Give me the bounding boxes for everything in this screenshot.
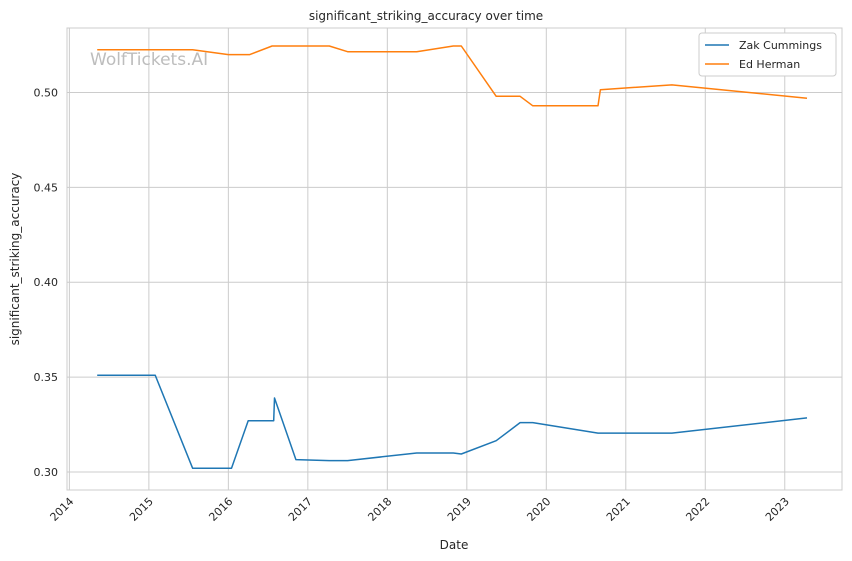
legend-box	[698, 32, 837, 77]
y-tick-label: 0.50	[34, 87, 59, 100]
y-tick-label: 0.35	[34, 371, 59, 384]
y-tick-label: 0.40	[34, 276, 59, 289]
y-tick-label: 0.30	[34, 466, 59, 479]
series	[97, 45, 808, 469]
y-axis-label: significant_striking_accuracy	[8, 173, 22, 346]
watermark-text: WolfTickets.AI	[90, 50, 208, 70]
y-tick-label: 0.45	[34, 181, 59, 194]
y-tick-labels: 0.30 0.35 0.40 0.45 0.50	[34, 87, 59, 479]
x-axis-label: Date	[440, 538, 469, 552]
plot-frame	[66, 27, 843, 491]
series-line-ed-herman	[97, 45, 808, 107]
grid	[67, 28, 842, 490]
chart-title: significant_striking_accuracy over time	[309, 9, 543, 23]
series-line-zak-cummings	[97, 374, 808, 469]
legend: Zak Cummings Ed Herman	[698, 32, 837, 77]
legend-label-ed-herman: Ed Herman	[739, 58, 800, 71]
legend-label-zak-cummings: Zak Cummings	[739, 39, 822, 52]
